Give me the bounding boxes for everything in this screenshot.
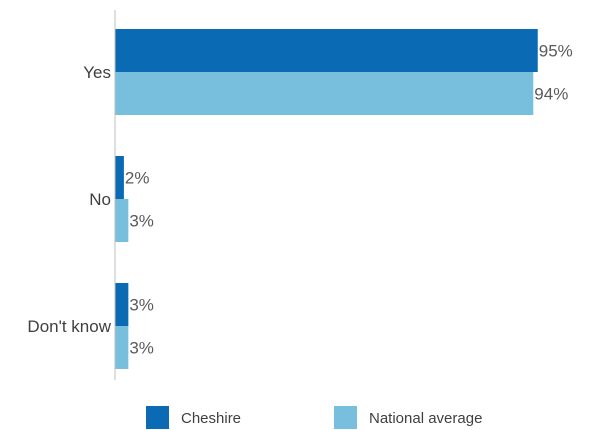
- bar-national-average-don-t-know: [115, 326, 129, 369]
- labels-layer: Yes 95% 94% No 2% 3% Don't know 3% 3%: [27, 42, 572, 358]
- legend: Cheshire National average: [146, 406, 482, 429]
- legend-swatch-national-average: [334, 406, 357, 429]
- bar-cheshire-yes: [115, 29, 538, 72]
- value-label-national-average-no: 3%: [129, 212, 154, 231]
- category-label-yes: Yes: [83, 63, 111, 82]
- legend-label-national-average: National average: [369, 410, 482, 427]
- legend-label-cheshire: Cheshire: [181, 410, 241, 427]
- bar-cheshire-no: [115, 156, 124, 199]
- category-label-no: No: [89, 190, 111, 209]
- legend-swatch-cheshire: [146, 406, 169, 429]
- category-label-don-t-know: Don't know: [27, 317, 111, 336]
- bars-layer: [115, 29, 538, 369]
- value-label-national-average-yes: 94%: [534, 85, 568, 104]
- value-label-cheshire-don-t-know: 3%: [129, 296, 154, 315]
- value-label-national-average-don-t-know: 3%: [129, 339, 154, 358]
- value-label-cheshire-no: 2%: [125, 169, 150, 188]
- value-label-cheshire-yes: 95%: [539, 42, 573, 61]
- bar-national-average-no: [115, 199, 129, 242]
- bar-cheshire-don-t-know: [115, 283, 129, 326]
- bar-national-average-yes: [115, 72, 534, 115]
